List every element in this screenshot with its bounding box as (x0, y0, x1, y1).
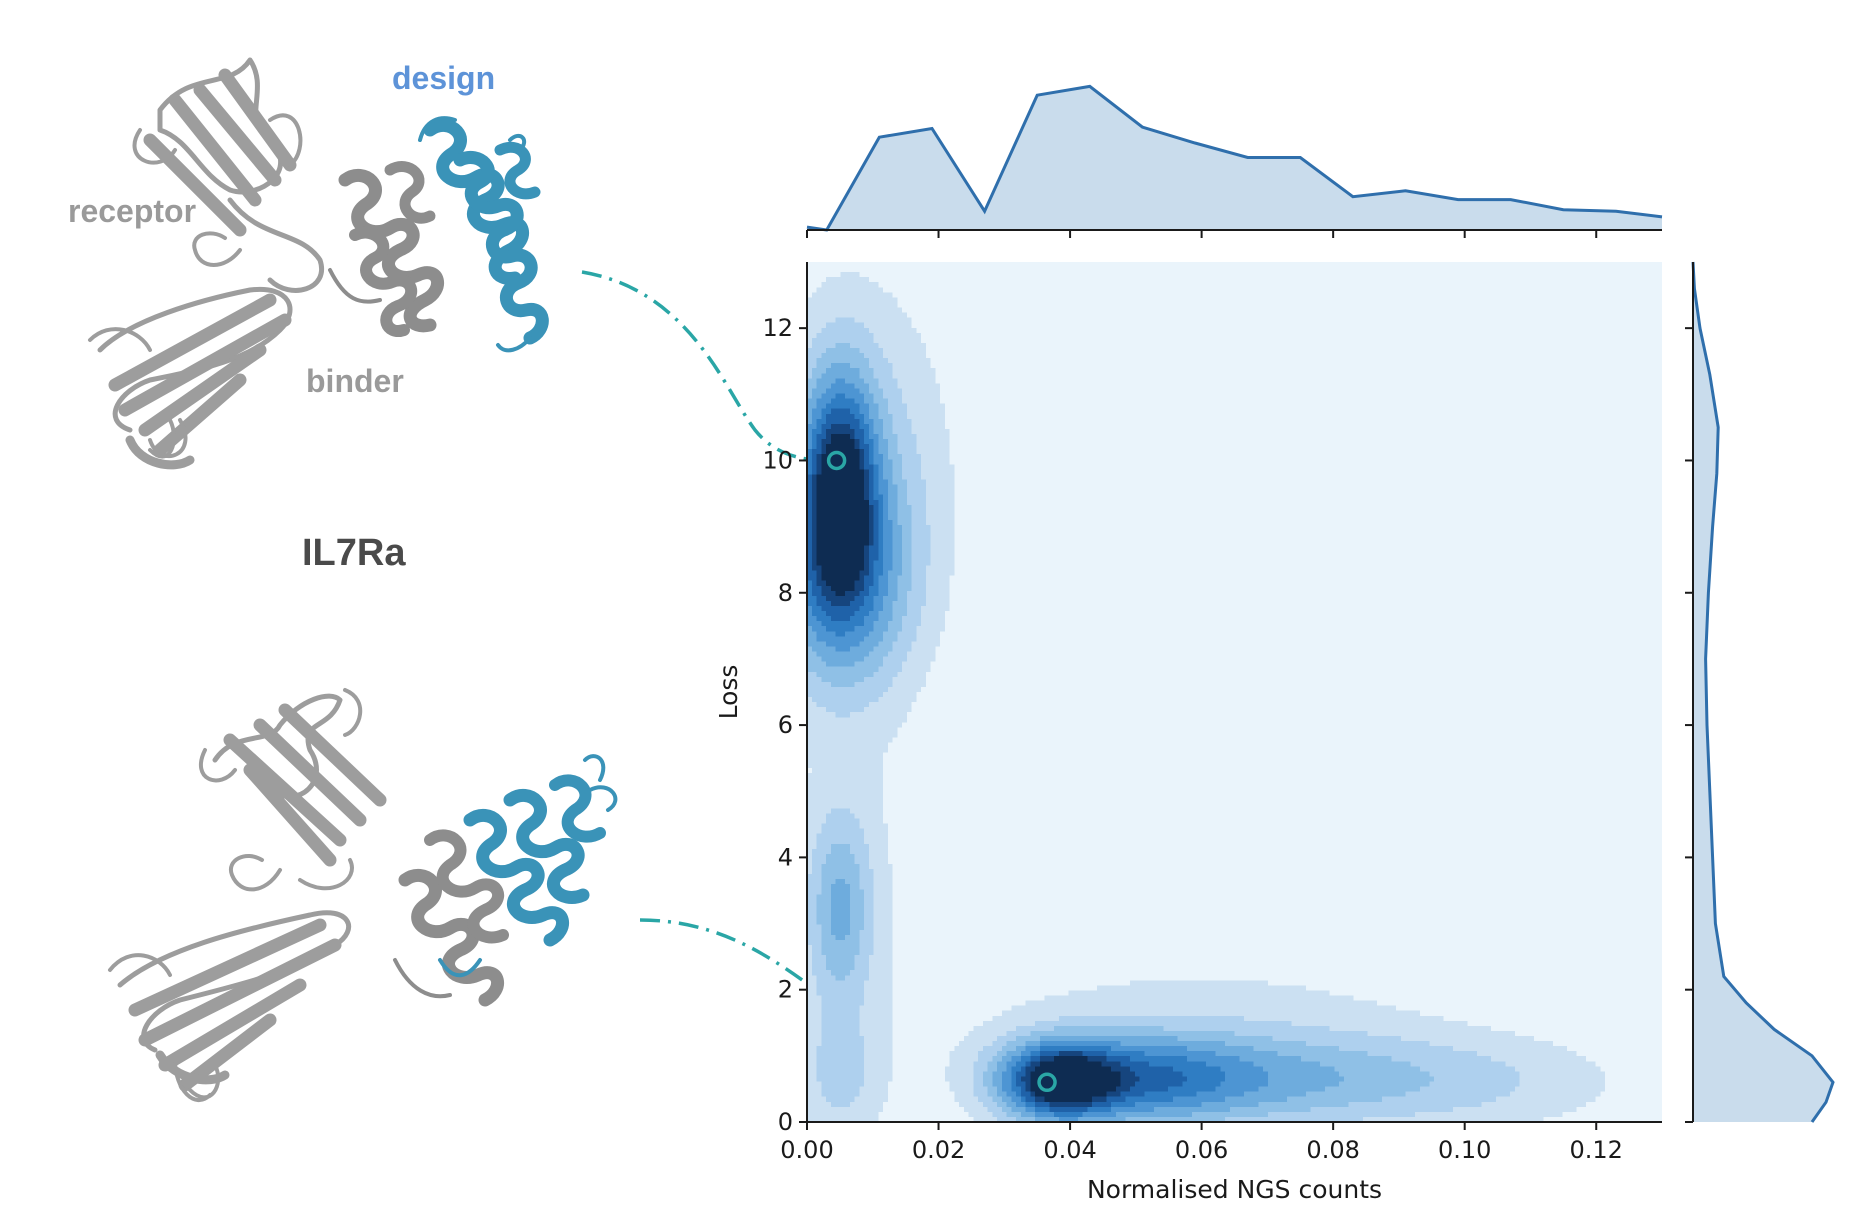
y-marginal (1685, 261, 1835, 1123)
receptor-structure-bottom (108, 688, 387, 1103)
x-tick-label: 0.06 (1175, 1136, 1228, 1164)
x-tick-label: 0.08 (1306, 1136, 1359, 1164)
y-tick-label: 10 (762, 446, 793, 474)
design-structure-top (418, 116, 549, 353)
x-tick-label: 0.10 (1438, 1136, 1491, 1164)
y-tick-label: 8 (778, 579, 793, 607)
y-tick-label: 4 (778, 843, 793, 871)
highlighted-points (826, 450, 1057, 1093)
y-tick-label: 2 (778, 976, 793, 1004)
binder-structure-top (328, 161, 445, 337)
binder-label: binder (306, 363, 404, 399)
y-marginal-fill (1693, 262, 1833, 1122)
x-marginal-line (806, 84, 1663, 232)
x-marginal (806, 84, 1663, 238)
kde-level-1 (807, 272, 1605, 1122)
design-label: design (392, 60, 495, 96)
kde-contours (807, 262, 1662, 1122)
plot-axes: 0.00 0.02 0.04 0.06 0.08 0.10 0.12 0 2 4 6 8 10 12 (762, 262, 1662, 1164)
connector-top (581, 270, 835, 464)
design-structure-bottom (438, 754, 618, 978)
structure-top (88, 57, 549, 470)
structure-bottom (108, 688, 618, 1103)
x-tick-label: 0.02 (912, 1136, 965, 1164)
y-marginal-line (1691, 261, 1835, 1123)
highlight-point-2 (1037, 1072, 1057, 1093)
y-axis-label: Loss (714, 665, 743, 720)
kde-background (807, 262, 1662, 1122)
kde-plot: 0.00 0.02 0.04 0.06 0.08 0.10 0.12 0 2 4 6 8 10 12 No… (714, 262, 1662, 1204)
y-tick-label: 0 (778, 1108, 793, 1136)
x-tick-label: 0.00 (780, 1136, 833, 1164)
x-axis-label: Normalised NGS counts (1087, 1175, 1382, 1204)
y-tick-label: 12 (762, 314, 793, 342)
y-tick-label: 6 (778, 711, 793, 739)
binder-structure-bottom (393, 829, 509, 1007)
x-tick-label: 0.12 (1570, 1136, 1623, 1164)
receptor-structure-top (88, 57, 325, 470)
x-tick-label: 0.04 (1043, 1136, 1096, 1164)
il7ra-title: IL7Ra (302, 532, 406, 574)
highlight-point-1 (826, 450, 847, 471)
receptor-label: receptor (68, 193, 196, 229)
kde-level-9 (816, 434, 1121, 1102)
x-marginal-fill (807, 86, 1662, 231)
